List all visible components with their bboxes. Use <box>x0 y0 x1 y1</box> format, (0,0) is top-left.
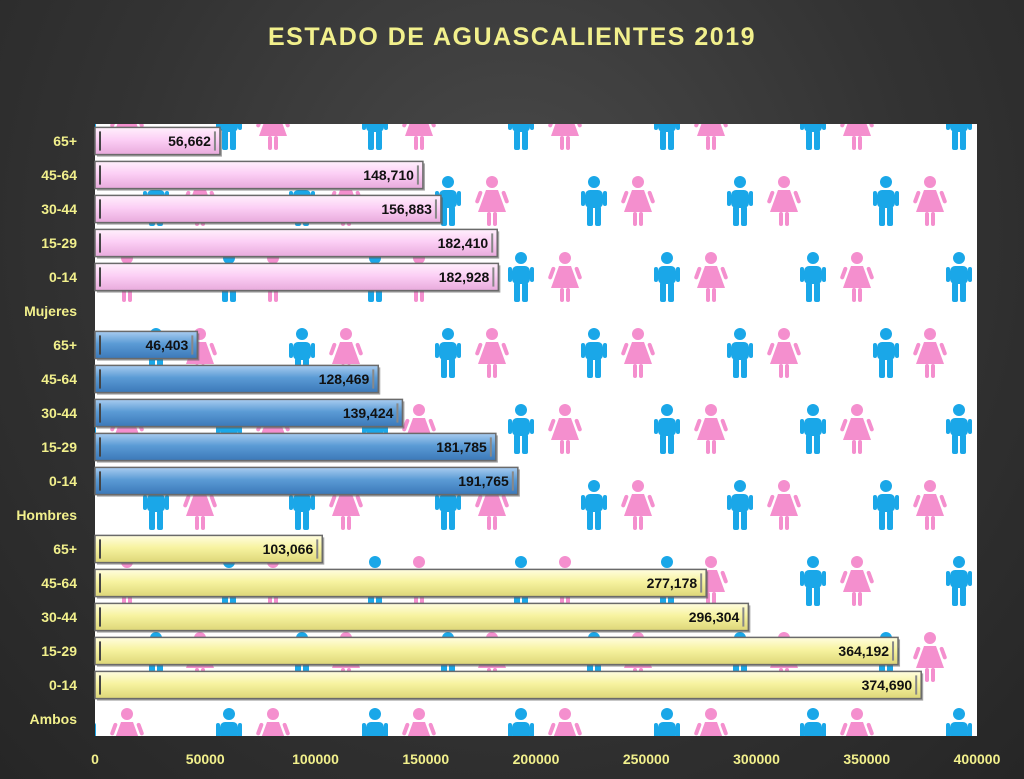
bar-value-label: 182,410 <box>438 235 489 251</box>
bar-value-label: 139,424 <box>343 405 394 421</box>
category-label: Hombres <box>16 507 77 523</box>
man-icon <box>1019 176 1024 226</box>
x-tick-label: 200000 <box>513 751 560 767</box>
x-tick-label: 400000 <box>954 751 1001 767</box>
bars: 374,690 364,192 296,304 277,178 103,066 191,7… <box>94 126 924 701</box>
category-label: 45-64 <box>41 167 77 183</box>
bar-ambos-15-29: 364,192 <box>94 636 901 667</box>
bar-ambos-0-14: 374,690 <box>94 670 924 701</box>
bar-value-label: 103,066 <box>263 541 314 557</box>
category-label: 65+ <box>53 133 77 149</box>
category-label: 65+ <box>53 541 77 557</box>
bar-value-label: 191,765 <box>458 473 509 489</box>
bar-hombres-30-44: 139,424 <box>94 398 405 429</box>
chart-title: ESTADO DE AGUASCALIENTES 2019 <box>268 23 756 51</box>
bar-value-label: 181,785 <box>436 439 487 455</box>
bar-value-label: 46,403 <box>145 337 188 353</box>
x-tick-label: 300000 <box>733 751 780 767</box>
man-icon <box>1019 480 1024 530</box>
bar-value-label: 128,469 <box>319 371 370 387</box>
bar-ambos-65+: 103,066 <box>94 534 325 565</box>
bar-value-label: 277,178 <box>647 575 698 591</box>
x-tick-label: 250000 <box>623 751 670 767</box>
category-label: 0-14 <box>49 269 77 285</box>
category-label: 30-44 <box>41 201 77 217</box>
category-label: 0-14 <box>49 473 77 489</box>
bar-value-label: 148,710 <box>363 167 414 183</box>
man-icon <box>1019 632 1024 682</box>
bar-value-label: 56,662 <box>168 133 211 149</box>
woman-icon <box>986 100 1021 150</box>
woman-icon <box>986 252 1021 302</box>
category-label: 15-29 <box>41 235 77 251</box>
bar-mujeres-45-64: 148,710 <box>94 160 425 191</box>
x-tick-label: 150000 <box>402 751 449 767</box>
category-label: 15-29 <box>41 439 77 455</box>
bar-value-label: 156,883 <box>381 201 432 217</box>
category-label: 0-14 <box>49 677 77 693</box>
man-icon <box>0 632 23 682</box>
bar-mujeres-65+: 56,662 <box>94 126 222 157</box>
bar-ambos-30-44: 296,304 <box>94 602 751 633</box>
x-tick-label: 100000 <box>292 751 339 767</box>
bar-mujeres-15-29: 182,410 <box>94 228 500 259</box>
category-label: Ambos <box>30 711 78 727</box>
bar-hombres-45-64: 128,469 <box>94 364 381 395</box>
category-label: 45-64 <box>41 575 77 591</box>
category-label: 30-44 <box>41 609 77 625</box>
bar-value-label: 374,690 <box>862 677 913 693</box>
category-label: Mujeres <box>24 303 77 319</box>
bar-hombres-15-29: 181,785 <box>94 432 498 463</box>
man-icon <box>1019 328 1024 378</box>
category-label: 45-64 <box>41 371 77 387</box>
woman-icon <box>986 556 1021 606</box>
bar-mujeres-0-14: 182,928 <box>94 262 501 293</box>
man-icon <box>0 176 23 226</box>
bar-value-label: 364,192 <box>838 643 889 659</box>
x-tick-label: 350000 <box>843 751 890 767</box>
x-axis-ticks: 0 50000 100000 150000 200000 250000 300000 3500… <box>91 751 1000 767</box>
woman-icon <box>986 404 1021 454</box>
bar-ambos-45-64: 277,178 <box>94 568 709 599</box>
x-tick-label: 50000 <box>186 751 225 767</box>
plot-area <box>95 124 977 736</box>
category-labels: Ambos 0-14 15-29 30-44 45-64 65+ Hombres 0-14 15… <box>16 133 77 727</box>
bar-value-label: 182,928 <box>439 269 490 285</box>
man-icon <box>0 328 23 378</box>
bar-mujeres-30-44: 156,883 <box>94 194 443 225</box>
bar-hombres-0-14: 191,765 <box>94 466 520 497</box>
category-label: 65+ <box>53 337 77 353</box>
category-label: 30-44 <box>41 405 77 421</box>
bar-value-label: 296,304 <box>689 609 740 625</box>
bar-hombres-65+: 46,403 <box>94 330 200 361</box>
x-tick-label: 0 <box>91 751 99 767</box>
category-label: 15-29 <box>41 643 77 659</box>
